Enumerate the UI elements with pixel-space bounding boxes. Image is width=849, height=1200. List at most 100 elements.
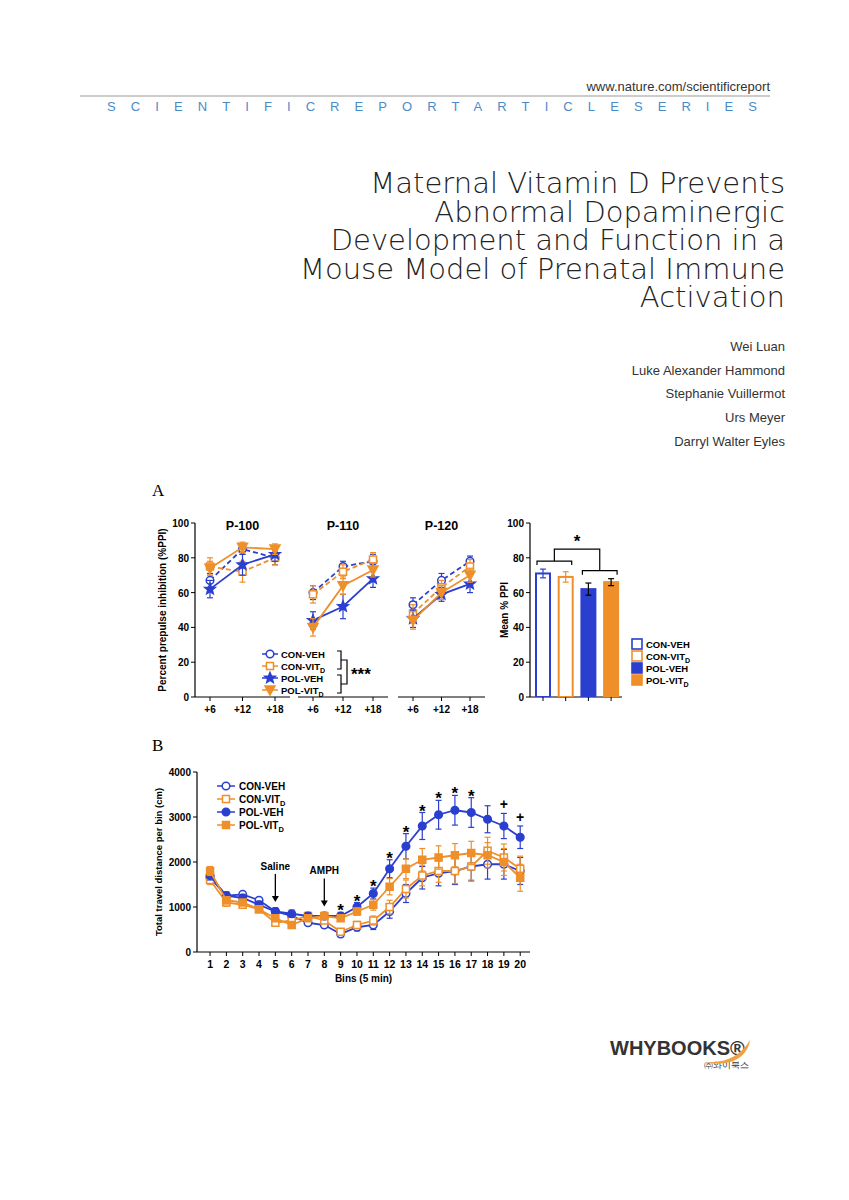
- chart: P-120+6+12+18: [398, 519, 485, 715]
- error-cap: [207, 561, 213, 562]
- y-tick-label: 40: [513, 622, 525, 633]
- y-tick: [193, 772, 197, 773]
- data-point: [386, 883, 393, 890]
- y-axis-label: Percent prepulse inhibition (%PPI): [157, 528, 168, 691]
- data-point: [256, 906, 263, 913]
- x-tick-label: 3: [240, 958, 246, 970]
- significance-bracket: [341, 660, 347, 684]
- significance: ***: [351, 665, 371, 684]
- error-cap: [310, 602, 316, 603]
- significance-bracket: [337, 675, 341, 693]
- error-cap: [387, 900, 393, 901]
- error-bar: [501, 813, 507, 838]
- y-tick: [191, 662, 195, 663]
- x-tick: [356, 952, 357, 956]
- x-tick: [340, 952, 341, 956]
- significance: *: [435, 789, 442, 808]
- error-cap: [410, 629, 416, 630]
- error-cap: [501, 875, 507, 876]
- error-cap: [387, 877, 393, 878]
- error-bar: [403, 880, 409, 898]
- y-tick-label: 60: [513, 588, 525, 599]
- error-bar: [370, 899, 376, 910]
- y-tick: [526, 662, 530, 663]
- author: Luke Alexander Hammond: [632, 363, 785, 378]
- data-point: [353, 922, 360, 929]
- data-point: [370, 556, 377, 563]
- error-cap: [387, 878, 393, 879]
- legend-marker: [267, 663, 274, 670]
- error-bar: [289, 922, 295, 927]
- y-tick-label: 4000: [169, 767, 192, 778]
- error-cap: [419, 839, 425, 840]
- plot-area: [205, 542, 280, 598]
- event-arrow: [275, 874, 276, 898]
- author: Darryl Walter Eyles: [674, 434, 785, 449]
- header-url: www.nature.com/scientificreport: [585, 79, 770, 94]
- significance-bracket: [337, 651, 341, 669]
- error-bar: [354, 921, 360, 928]
- data-point: [310, 591, 317, 598]
- legend: CON-VEHCON-VITDPOL-VEHPOL-VITD***: [262, 649, 371, 699]
- title-line: Activation: [640, 280, 785, 314]
- error-cap: [207, 597, 213, 598]
- x-tick: [471, 952, 472, 956]
- y-tick: [526, 697, 530, 698]
- y-tick-label: 100: [172, 518, 189, 529]
- x-tick-label: +6: [204, 704, 216, 715]
- data-point: [321, 913, 328, 920]
- series-name: SCIENTIFICREPORTARTICLESERIES: [107, 99, 757, 114]
- chart: B010002000300040001234567891011121314151…: [152, 736, 530, 984]
- event-arrow: [324, 878, 325, 902]
- y-tick: [191, 697, 195, 698]
- error-cap: [468, 827, 474, 828]
- legend: CON-VEHCON-VITDPOL-VEHPOL-VITD: [632, 639, 690, 689]
- error-cap: [485, 832, 491, 833]
- error-bar: [256, 907, 262, 912]
- error-cap: [563, 571, 569, 572]
- y-tick-label: 0: [183, 692, 189, 703]
- data-point: [256, 906, 263, 913]
- y-tick: [526, 523, 530, 524]
- x-tick: [291, 952, 292, 956]
- error-cap: [436, 845, 442, 846]
- event-arrowhead: [272, 896, 279, 902]
- error-bar: [439, 573, 445, 587]
- x-tick: [438, 952, 439, 956]
- error-cap: [436, 882, 442, 883]
- significance-bracket: [537, 561, 572, 565]
- error-cap: [436, 885, 442, 886]
- x-tick: [210, 952, 211, 956]
- error-cap: [468, 864, 474, 865]
- data-point: [321, 912, 329, 920]
- error-cap: [419, 848, 425, 849]
- error-cap: [340, 576, 346, 577]
- error-cap: [370, 587, 376, 588]
- x-tick-label: 17: [465, 958, 477, 970]
- x-tick: [210, 697, 211, 701]
- error-bar: [289, 910, 295, 917]
- y-tick-label: 100: [507, 518, 524, 529]
- error-cap: [403, 879, 409, 880]
- y-tick: [526, 627, 530, 628]
- error-cap: [340, 618, 346, 619]
- error-cap: [403, 858, 409, 859]
- data-point: [308, 623, 318, 632]
- significance: *: [370, 877, 377, 896]
- error-cap: [540, 569, 546, 570]
- error-cap: [403, 897, 409, 898]
- x-tick: [275, 697, 276, 701]
- error-cap: [419, 888, 425, 889]
- plot-area: [536, 569, 618, 697]
- error-cap: [310, 618, 316, 619]
- data-point: [305, 915, 312, 922]
- series-line: [210, 851, 520, 932]
- error-bar: [410, 598, 416, 612]
- series-line: [210, 554, 275, 589]
- error-cap: [608, 578, 614, 579]
- error-cap: [387, 918, 393, 919]
- error-cap: [272, 543, 278, 544]
- error-bar: [272, 916, 278, 921]
- y-tick-label: 20: [513, 657, 525, 668]
- error-cap: [501, 878, 507, 879]
